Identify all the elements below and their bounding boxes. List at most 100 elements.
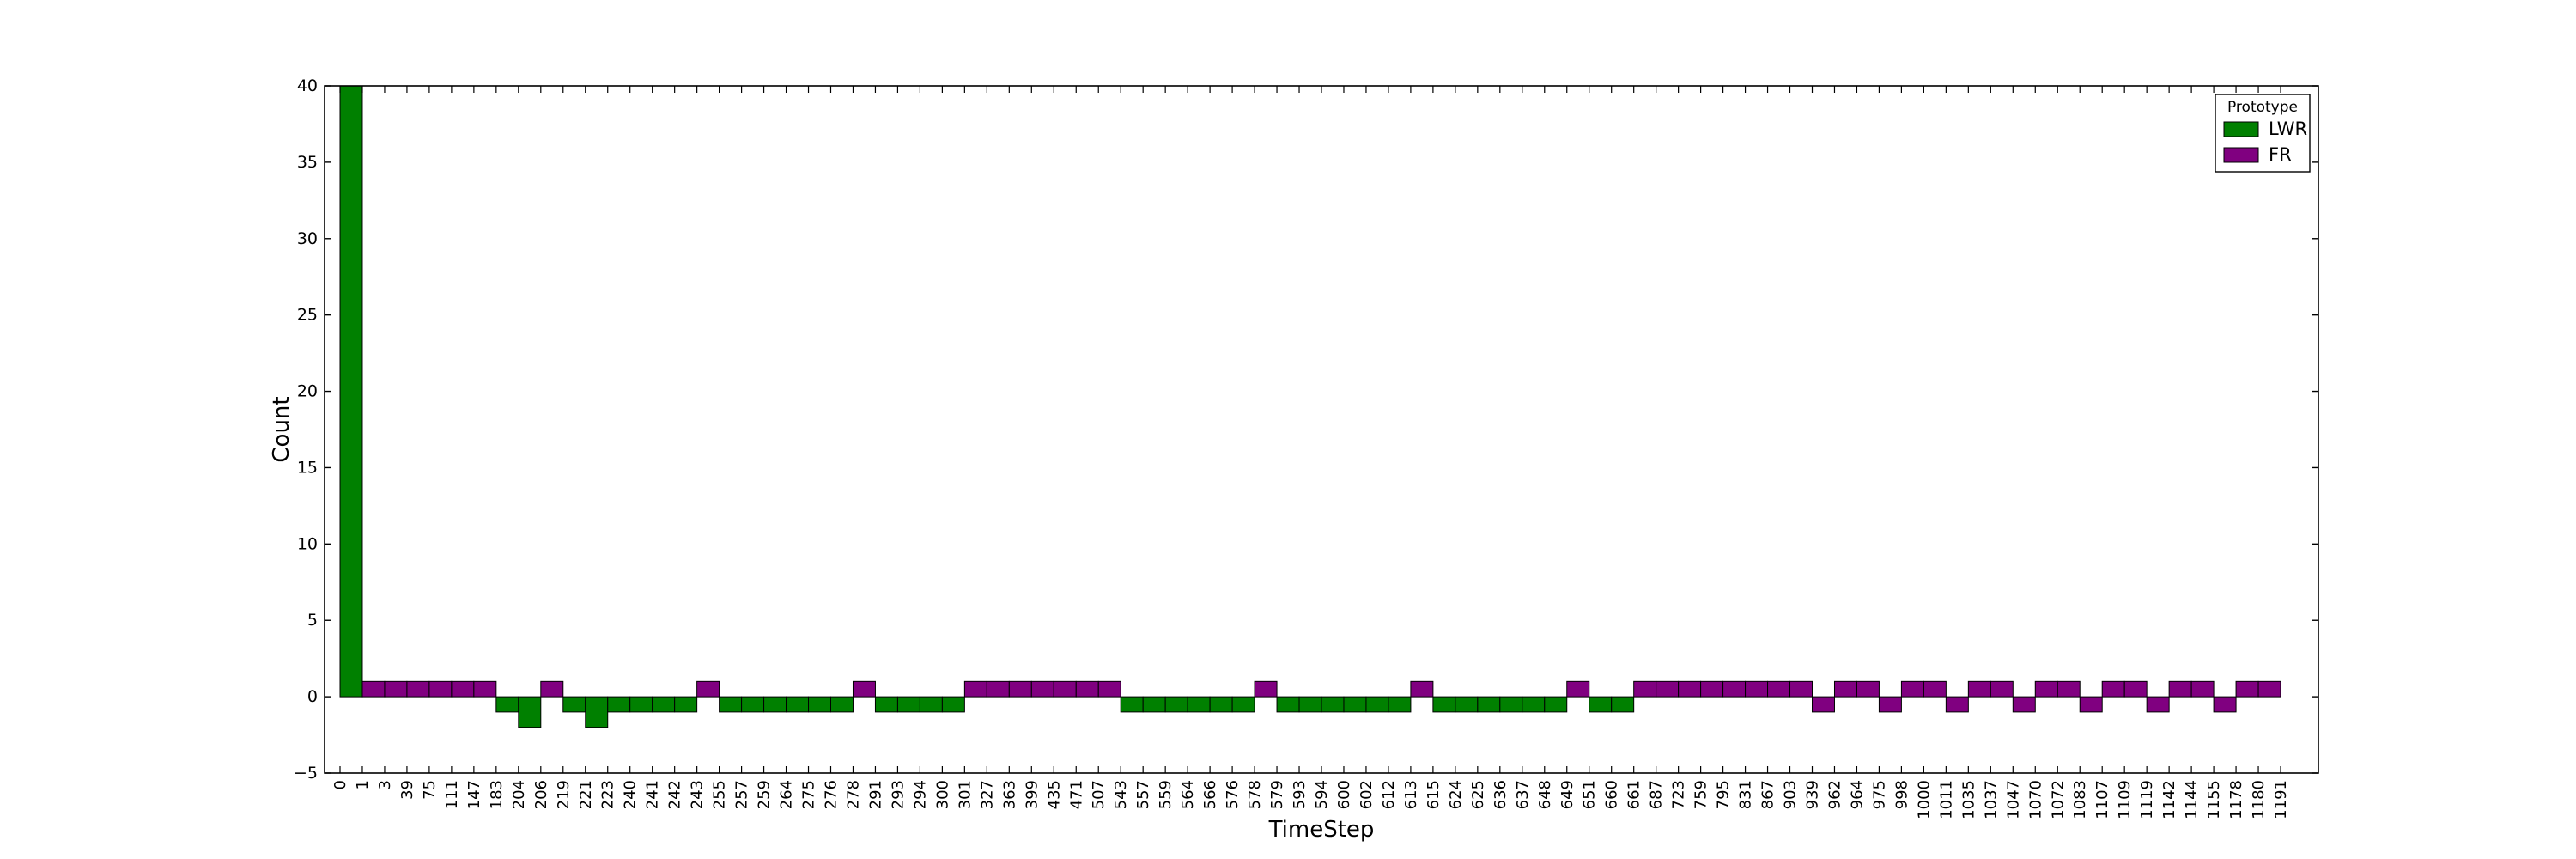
bar-219: [562, 696, 586, 713]
x-tick-label: 624: [1447, 780, 1465, 809]
x-tick-label: 399: [1023, 780, 1041, 809]
bar-1142: [2168, 680, 2192, 698]
x-tick-label: 276: [823, 780, 841, 809]
bar-291: [874, 696, 898, 713]
bar-242: [674, 696, 698, 713]
x-tick-label: 557: [1134, 780, 1152, 809]
y-tick-label: 5: [307, 611, 318, 630]
legend-label-lwr: LWR: [2269, 119, 2307, 139]
bar-600: [1343, 696, 1367, 713]
bar-625: [1477, 696, 1501, 713]
x-tick-label: 259: [756, 780, 774, 809]
bar-327: [986, 680, 1010, 698]
bar-1155: [2213, 696, 2237, 713]
x-tick-label: 291: [866, 780, 884, 809]
bar-293: [896, 696, 920, 713]
bar-975: [1878, 696, 1902, 713]
x-tick-label: 241: [644, 780, 662, 809]
y-tick-label: 15: [297, 458, 318, 477]
x-tick-label: 1107: [2093, 780, 2111, 819]
x-tick-label: 206: [532, 780, 550, 809]
bar-1119: [2146, 696, 2170, 713]
y-tick-label: −5: [294, 764, 318, 783]
bar-3: [384, 680, 408, 698]
bar-648: [1544, 696, 1568, 713]
x-tick-label: 637: [1514, 780, 1532, 809]
x-tick-label: 1109: [2116, 780, 2134, 819]
x-tick-label: 962: [1826, 780, 1844, 809]
x-tick-label: 183: [488, 780, 506, 809]
bar-1083: [2079, 696, 2103, 713]
x-tick-label: 578: [1246, 780, 1264, 809]
y-axis-title: Count: [269, 396, 295, 462]
bar-867: [1767, 680, 1791, 698]
bar-579: [1276, 696, 1300, 713]
legend: Prototype LWR FR: [2215, 94, 2311, 173]
legend-swatch-fr: [2223, 147, 2259, 163]
x-tick-label: 507: [1090, 780, 1108, 809]
bar-1035: [1967, 680, 1991, 698]
bar-612: [1388, 696, 1412, 713]
bar-559: [1164, 696, 1188, 713]
bar-243: [696, 680, 720, 698]
x-tick-label: 219: [555, 780, 573, 809]
x-tick-label: 294: [911, 780, 929, 809]
bar-1000: [1923, 680, 1947, 698]
x-tick-label: 975: [1870, 780, 1888, 809]
bar-241: [652, 696, 676, 713]
x-tick-label: 301: [956, 780, 974, 809]
bar-903: [1789, 680, 1814, 698]
bar-147: [473, 680, 497, 698]
bar-998: [1900, 680, 1924, 698]
x-tick-label: 636: [1492, 780, 1510, 809]
x-tick-label: 1000: [1915, 780, 1933, 819]
x-tick-label: 1180: [2250, 780, 2268, 819]
x-tick-label: 651: [1581, 780, 1599, 809]
bar-637: [1522, 696, 1546, 713]
bar-0: [339, 85, 363, 698]
bar-204: [518, 696, 542, 728]
x-tick-label: 600: [1335, 780, 1353, 809]
bar-1: [361, 680, 386, 698]
y-tick-label: 30: [297, 229, 318, 248]
x-tick-label: 1: [354, 780, 372, 789]
x-tick-label: 300: [933, 780, 951, 809]
x-tick-label: 903: [1782, 780, 1800, 809]
bar-566: [1209, 696, 1233, 713]
x-tick-label: 661: [1625, 780, 1643, 809]
bar-651: [1589, 696, 1613, 713]
bar-939: [1812, 696, 1835, 713]
bar-1107: [2101, 680, 2125, 698]
bar-111: [451, 680, 475, 698]
x-tick-label: 264: [778, 780, 796, 809]
x-tick-label: 204: [510, 780, 528, 809]
bar-264: [786, 696, 810, 713]
bar-255: [719, 696, 743, 713]
bar-363: [1008, 680, 1032, 698]
x-tick-label: 255: [711, 780, 729, 809]
bar-578: [1254, 680, 1278, 698]
x-tick-label: 147: [465, 780, 483, 809]
x-tick-label: 223: [599, 780, 617, 809]
y-tick-label: 40: [297, 76, 318, 95]
x-tick-label: 566: [1201, 780, 1219, 809]
bar-964: [1856, 680, 1880, 698]
x-tick-label: 1144: [2183, 780, 2201, 819]
bar-660: [1611, 696, 1635, 713]
bar-687: [1656, 680, 1680, 698]
bar-278: [852, 680, 876, 698]
bar-759: [1700, 680, 1724, 698]
x-tick-label: 612: [1380, 780, 1398, 809]
bar-1037: [1990, 680, 2014, 698]
bar-39: [406, 680, 430, 698]
x-tick-label: 3: [376, 780, 394, 789]
legend-title: Prototype: [2227, 99, 2298, 116]
x-tick-label: 257: [733, 780, 751, 809]
bar-624: [1455, 696, 1479, 713]
x-tick-label: 831: [1737, 780, 1755, 809]
bar-576: [1231, 696, 1255, 713]
x-tick-label: 543: [1112, 780, 1130, 809]
x-tick-label: 1119: [2138, 780, 2156, 819]
